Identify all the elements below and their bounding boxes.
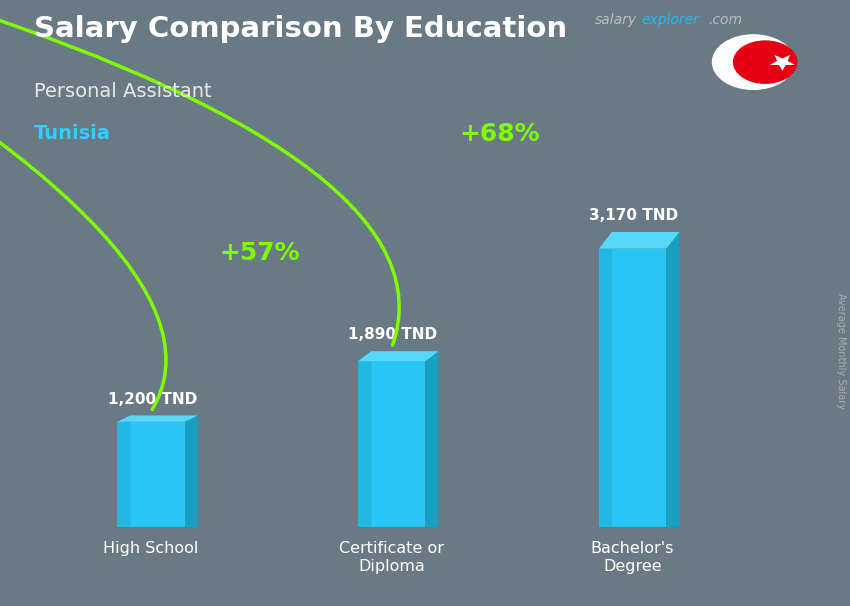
Text: +68%: +68% [460,122,541,145]
Polygon shape [358,351,371,527]
Text: +57%: +57% [219,241,299,265]
Circle shape [712,35,794,89]
Polygon shape [598,248,666,527]
Polygon shape [117,422,184,527]
Text: explorer: explorer [642,13,700,27]
Text: 1,200 TND: 1,200 TND [107,391,196,407]
Text: Personal Assistant: Personal Assistant [34,82,212,101]
Polygon shape [358,351,439,361]
Text: .com: .com [708,13,742,27]
Text: salary: salary [595,13,638,27]
Polygon shape [425,351,439,527]
Polygon shape [770,55,795,71]
Polygon shape [117,416,198,422]
Circle shape [734,41,796,83]
Text: Salary Comparison By Education: Salary Comparison By Education [34,15,567,43]
Polygon shape [358,361,425,527]
Text: 1,890 TND: 1,890 TND [348,327,438,342]
Polygon shape [598,232,612,527]
Text: Tunisia: Tunisia [34,124,110,143]
Text: Average Monthly Salary: Average Monthly Salary [836,293,846,410]
Polygon shape [666,232,679,527]
Polygon shape [184,416,198,527]
Text: 3,170 TND: 3,170 TND [589,208,678,223]
Polygon shape [598,232,679,248]
Polygon shape [117,416,130,527]
